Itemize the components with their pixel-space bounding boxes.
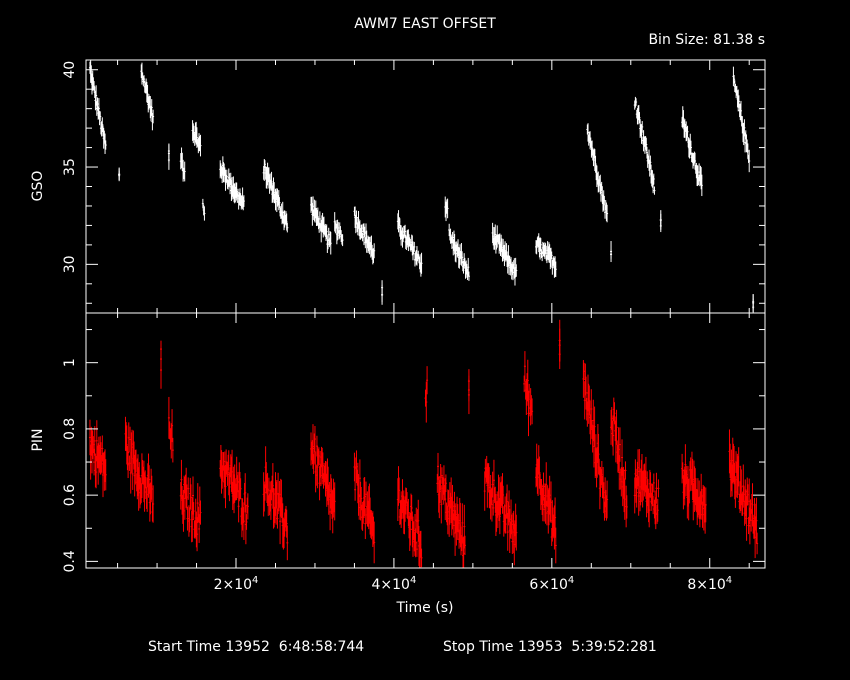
- gso-segment: [118, 167, 121, 182]
- x-tick-exponent: 4: [410, 575, 416, 586]
- gso-panel: 30 35 40 GSO: [30, 59, 766, 314]
- gso-segment: [191, 120, 202, 157]
- x-tick-label: 6×104: [529, 575, 574, 593]
- gso-y-tick-label: 30: [62, 255, 78, 273]
- x-tick-label: 2×104: [214, 575, 259, 593]
- time-x-ticks: 2×104 4×104 6×104 8×104: [214, 575, 733, 593]
- gso-segment: [491, 222, 518, 286]
- gso-segment: [448, 223, 470, 281]
- pin-segment: [523, 351, 534, 437]
- gso-segment: [610, 241, 613, 263]
- pin-segment: [728, 429, 759, 559]
- x-tick-label: 8×104: [687, 575, 732, 593]
- pin-segment: [179, 459, 202, 552]
- pin-y-tick-label: 0.6: [62, 484, 78, 506]
- gso-segment: [353, 206, 376, 265]
- pin-segment: [167, 396, 174, 463]
- pin-segment: [483, 455, 518, 566]
- gso-segment: [167, 143, 170, 170]
- gso-segment: [333, 212, 344, 247]
- gso-segment: [179, 147, 186, 182]
- gso-y-tick-label: 35: [62, 158, 78, 176]
- pin-y-ticks: 0.4 0.6 0.8 1: [62, 313, 765, 573]
- pin-segment: [436, 452, 466, 568]
- pin-y-tick-label: 0.4: [62, 550, 78, 572]
- pin-segment: [582, 360, 609, 521]
- gso-segment: [310, 196, 332, 255]
- pin-segment: [124, 416, 155, 523]
- pin-segment: [262, 446, 289, 561]
- pin-panel: 0.4 0.6 0.8 1 2×104 4×104 6×104 8×104 PIN Time…: [30, 312, 766, 616]
- pin-segment: [88, 419, 107, 498]
- pin-segment: [353, 450, 376, 564]
- start-time-label: Start Time 13952 6:48:58:744: [148, 639, 364, 655]
- gso-segment: [586, 123, 609, 223]
- gso-y-ticks: 30 35 40: [62, 60, 765, 313]
- pin-y-tick-label: 0.8: [62, 418, 78, 440]
- pin-y-tick-label: 1: [62, 358, 78, 367]
- gso-segment: [659, 210, 662, 233]
- pin-panel-frame: [85, 312, 766, 569]
- x-tick-exponent: 4: [252, 575, 258, 586]
- x-tick-exponent: 4: [726, 575, 732, 586]
- bin-size-label: Bin Size: 81.38 s: [648, 32, 765, 48]
- pin-segment: [467, 369, 470, 415]
- gso-segment: [535, 233, 557, 278]
- gso-segment: [681, 106, 703, 197]
- pin-segment: [558, 319, 561, 370]
- gso-segment: [633, 96, 656, 195]
- pin-segment: [610, 397, 628, 528]
- time-axis-label: Time (s): [396, 600, 454, 616]
- pin-segment: [219, 444, 249, 545]
- gso-segment: [88, 60, 107, 154]
- pin-axis-label: PIN: [30, 428, 46, 451]
- stop-time-label: Stop Time 13953 5:39:52:281: [443, 639, 657, 655]
- pin-segment: [310, 424, 336, 534]
- gso-segment: [752, 294, 755, 313]
- pin-data-marks: [88, 319, 759, 568]
- gso-segment: [140, 62, 155, 131]
- gso-segment: [201, 198, 206, 221]
- gso-segment: [219, 156, 245, 211]
- pin-segment: [681, 444, 707, 534]
- pin-segment: [160, 340, 163, 389]
- gso-segment: [381, 280, 384, 305]
- chart-title: AWM7 EAST OFFSET: [354, 16, 496, 32]
- gso-segment: [396, 210, 423, 277]
- x-tick-exponent: 4: [568, 575, 574, 586]
- pin-segment: [633, 449, 660, 530]
- gso-segment: [732, 66, 751, 173]
- x-tick-label: 4×104: [372, 575, 417, 593]
- gso-y-tick-label: 40: [62, 61, 78, 79]
- gso-axis-label: GSO: [30, 171, 46, 202]
- gso-segment: [262, 159, 289, 233]
- pin-segment: [535, 443, 557, 564]
- pin-segment: [424, 366, 429, 423]
- gso-segment: [444, 196, 449, 222]
- pin-segment: [396, 466, 423, 568]
- gso-data-marks: [88, 60, 755, 313]
